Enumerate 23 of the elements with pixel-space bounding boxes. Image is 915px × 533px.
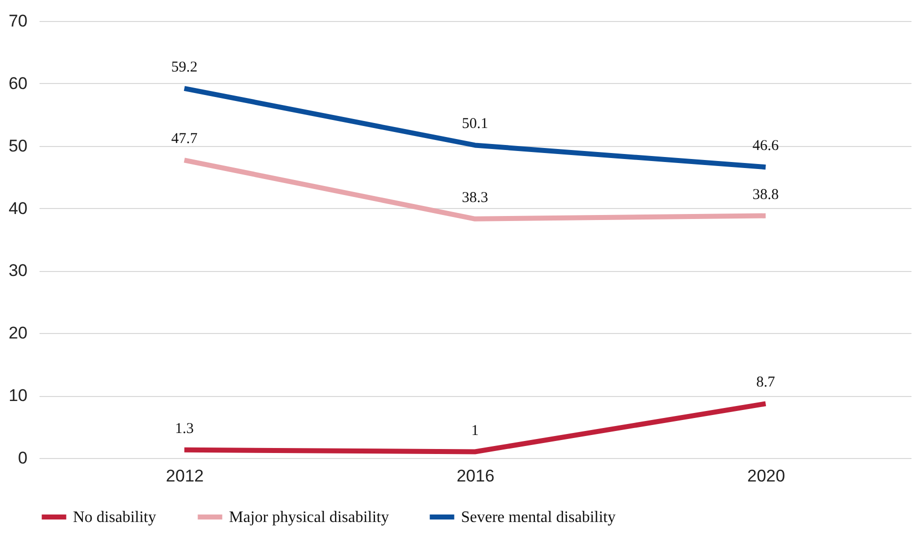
legend-label: Major physical disability	[229, 509, 389, 526]
y-tick-label: 0	[18, 448, 28, 468]
y-tick-label: 70	[8, 12, 28, 30]
y-tick-label: 50	[8, 136, 28, 156]
data-label: 47.7	[171, 131, 198, 148]
y-tick-label: 20	[8, 324, 28, 343]
y-tick-label: 40	[8, 198, 28, 218]
legend-label: Severe mental disability	[461, 509, 616, 526]
legend-label: No disability	[73, 509, 156, 526]
y-tick-label: 60	[8, 74, 28, 93]
data-label: 1	[471, 422, 479, 439]
y-tick-label: 10	[8, 386, 28, 406]
data-label: 46.6	[752, 138, 780, 154]
data-label: 59.2	[171, 59, 198, 76]
data-label: 38.8	[752, 186, 779, 203]
x-tick-label: 2016	[456, 466, 494, 486]
data-label: 38.3	[462, 190, 488, 206]
data-label: 50.1	[462, 116, 488, 132]
data-label: 1.3	[174, 420, 194, 437]
y-tick-label: 30	[8, 261, 28, 280]
x-tick-label: 2012	[166, 466, 204, 486]
x-tick-label: 2020	[747, 466, 786, 486]
data-label: 8.7	[756, 374, 776, 391]
